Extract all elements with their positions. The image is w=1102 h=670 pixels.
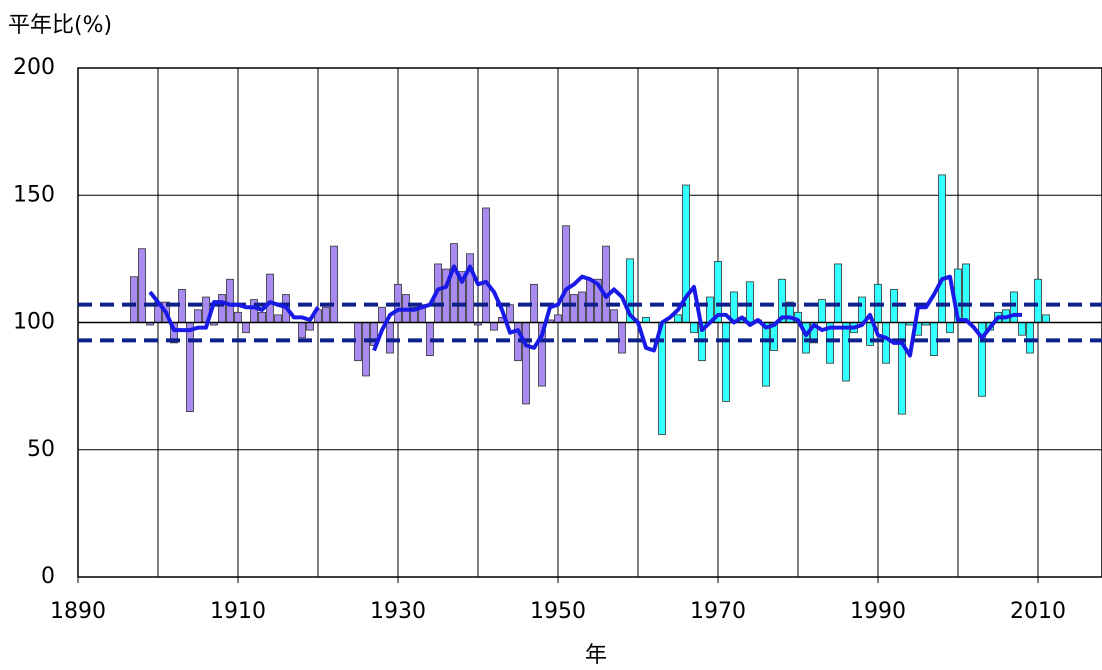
bar (690, 322, 698, 334)
bar (1010, 291, 1018, 323)
y-axis-title: 平年比(%) (8, 13, 112, 38)
bar (642, 317, 650, 323)
x-axis-title: 年 (585, 643, 607, 668)
bar (818, 299, 826, 323)
bar (274, 314, 282, 323)
bar (194, 309, 202, 323)
bar (578, 291, 586, 323)
bar (962, 263, 970, 323)
bar (362, 322, 370, 377)
bar (570, 294, 578, 323)
bar (266, 273, 274, 323)
bar (586, 278, 594, 323)
bar (450, 243, 458, 323)
x-tick-label: 1990 (850, 599, 906, 624)
x-tick-label: 1910 (210, 599, 266, 624)
bar (762, 322, 770, 387)
y-tick-label: 0 (41, 564, 55, 589)
bar (674, 314, 682, 323)
x-tick-label: 1890 (50, 599, 106, 624)
y-tick-label: 50 (27, 437, 55, 462)
bar (298, 322, 306, 339)
bar (218, 294, 226, 323)
x-tick-label: 2010 (1010, 599, 1066, 624)
bar (562, 225, 570, 323)
bar (938, 174, 946, 323)
x-tick-label: 1950 (530, 599, 586, 624)
bar (722, 322, 730, 402)
bar (610, 309, 618, 323)
bar (1018, 322, 1026, 336)
bar (1042, 314, 1050, 323)
bar (226, 278, 234, 323)
x-tick-label: 1970 (690, 599, 746, 624)
bar (322, 306, 330, 323)
y-tick-label: 200 (13, 55, 55, 80)
bar (330, 245, 338, 323)
bar (858, 296, 866, 323)
y-tick-label: 150 (13, 182, 55, 207)
bar (882, 322, 890, 364)
bar (602, 245, 610, 323)
bar (554, 314, 562, 323)
bar (898, 322, 906, 415)
bar (306, 322, 314, 331)
bar (138, 248, 146, 323)
x-tick-label: 1930 (370, 599, 426, 624)
bar (490, 322, 498, 331)
bar (618, 322, 626, 354)
moving-average-line (148, 264, 1022, 358)
bar (242, 322, 250, 334)
bar (1026, 322, 1034, 354)
bar (258, 311, 266, 323)
bar (746, 281, 754, 323)
bar (186, 322, 194, 412)
bar (378, 306, 386, 323)
bar (386, 322, 394, 354)
y-tick-label: 100 (13, 310, 55, 335)
bar (834, 263, 842, 323)
bar (1034, 278, 1042, 323)
bar (522, 322, 530, 405)
bar (946, 322, 954, 334)
bar (234, 311, 242, 323)
bar (842, 322, 850, 382)
bar (466, 253, 474, 323)
bar (130, 276, 138, 323)
